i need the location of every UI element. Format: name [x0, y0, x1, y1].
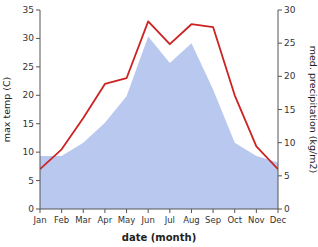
- x-axis-label: date (month): [122, 232, 196, 243]
- x-tick-label: Nov: [248, 215, 265, 225]
- x-tick-label: Dec: [270, 215, 287, 225]
- y2-tick-label: 20: [284, 71, 296, 81]
- x-tick: [234, 209, 235, 213]
- y-tick-label: 20: [23, 90, 35, 100]
- y2-axis-label: med. precipitation (kg/m2): [308, 46, 318, 173]
- y-tick-label: 0: [28, 204, 34, 214]
- y2-tick: [278, 43, 282, 44]
- y-tick-label: 30: [23, 33, 35, 43]
- y2-tick-label: 10: [284, 138, 296, 148]
- plot-area: [40, 21, 278, 209]
- y-tick: [36, 209, 40, 210]
- x-tick: [191, 209, 192, 213]
- y-tick-label: 25: [23, 62, 34, 72]
- y-tick-label: 5: [28, 176, 34, 186]
- y2-tick: [278, 209, 282, 210]
- y2-tick: [278, 142, 282, 143]
- y2-tick: [278, 109, 282, 110]
- y-tick-label: 35: [23, 5, 34, 15]
- chart: 0 5 10 15 20 25 30 35 0 5 10 15 20 25 30 Jan Feb Mar Apr Ma…: [0, 0, 318, 247]
- x-tick-label: Feb: [54, 215, 69, 225]
- x-tick-label: Mar: [75, 215, 92, 225]
- precipitation-area: [40, 37, 278, 209]
- x-axis-line: [40, 209, 278, 210]
- x-tick: [104, 209, 105, 213]
- y-tick-label: 15: [23, 119, 34, 129]
- y2-tick: [278, 76, 282, 77]
- x-tick-label: May: [118, 215, 136, 225]
- x-tick: [83, 209, 84, 213]
- y2-tick: [278, 175, 282, 176]
- y-tick: [36, 38, 40, 39]
- y2-tick-label: 15: [284, 105, 295, 115]
- temperature-line: [40, 21, 278, 169]
- x-tick: [213, 209, 214, 213]
- x-tick-label: Aug: [183, 215, 200, 225]
- y-tick: [36, 152, 40, 153]
- y-tick: [36, 123, 40, 124]
- y2-tick-label: 30: [284, 5, 296, 15]
- y-tick: [36, 66, 40, 67]
- x-tick: [126, 209, 127, 213]
- y-tick: [36, 10, 40, 11]
- x-tick: [40, 209, 41, 213]
- y2-tick-label: 5: [284, 171, 290, 181]
- y-tick-label: 10: [23, 147, 35, 157]
- y2-tick-label: 25: [284, 38, 295, 48]
- x-tick-label: Sep: [205, 215, 221, 225]
- y-axis-line: [40, 10, 41, 209]
- x-tick-label: Oct: [227, 215, 242, 225]
- y-axis-label: max temp (C): [1, 77, 12, 143]
- x-tick-label: Jan: [32, 215, 46, 225]
- x-tick: [256, 209, 257, 213]
- x-tick: [169, 209, 170, 213]
- y2-tick: [278, 10, 282, 11]
- y2-tick-label: 0: [284, 204, 290, 214]
- x-tick-label: Jun: [141, 215, 155, 225]
- x-tick: [61, 209, 62, 213]
- x-tick: [148, 209, 149, 213]
- x-tick-label: Apr: [98, 215, 113, 225]
- y-tick: [36, 95, 40, 96]
- x-tick-label: Jul: [164, 215, 175, 225]
- y-tick: [36, 180, 40, 181]
- x-tick: [278, 209, 279, 213]
